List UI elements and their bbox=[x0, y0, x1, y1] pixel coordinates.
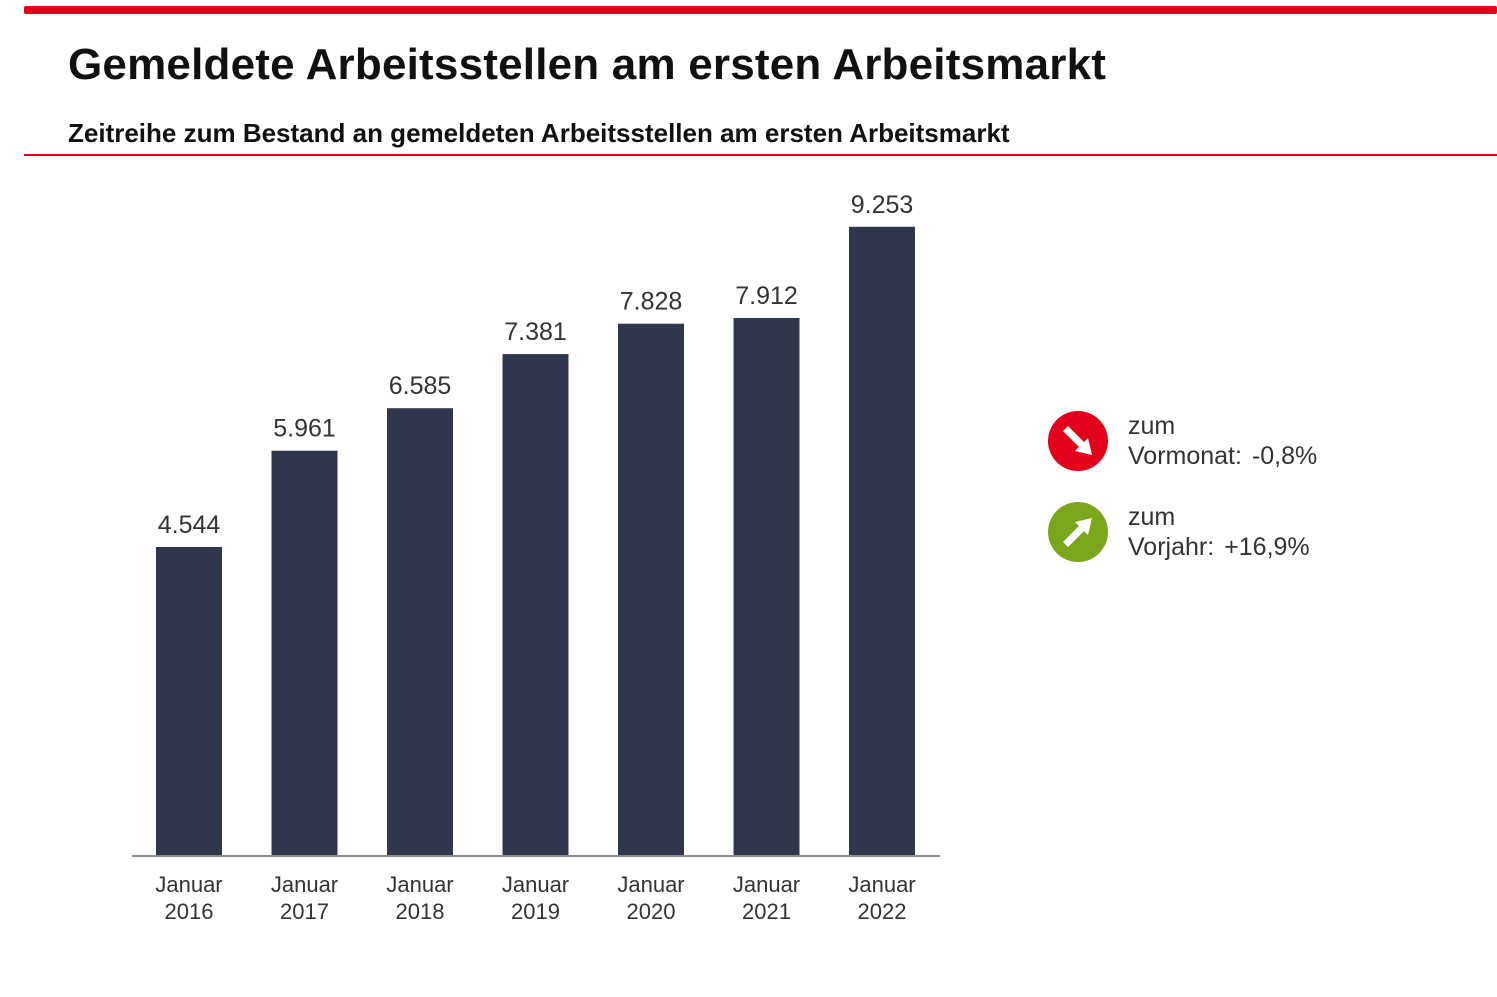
legend-vorjahr: zum Vorjahr: +16,9% bbox=[1046, 500, 1310, 564]
bar bbox=[387, 408, 453, 856]
legend-vorjahr-value: +16,9% bbox=[1224, 533, 1310, 561]
data-label: 4.544 bbox=[158, 511, 221, 539]
data-label: 5.961 bbox=[273, 415, 336, 443]
subtitle-rule bbox=[24, 154, 1497, 156]
legend-vormonat-text: zum Vormonat: -0,8% bbox=[1128, 411, 1317, 471]
data-label: 7.828 bbox=[620, 288, 683, 316]
legend-icon-arrow bbox=[1063, 518, 1092, 547]
x-tick-label: Januar bbox=[155, 872, 222, 897]
data-label: 7.912 bbox=[735, 282, 798, 310]
arrow-down-right-icon bbox=[1048, 411, 1108, 471]
arrow-up-right-icon bbox=[1048, 502, 1108, 562]
x-tick-label: Januar bbox=[733, 872, 800, 897]
x-tick-label: 2018 bbox=[396, 899, 445, 924]
page-title: Gemeldete Arbeitsstellen am ersten Arbei… bbox=[68, 40, 1107, 89]
top-accent-rule bbox=[24, 6, 1497, 14]
data-label: 6.585 bbox=[389, 372, 452, 400]
page-subtitle: Zeitreihe zum Bestand an gemeldeten Arbe… bbox=[68, 118, 1010, 148]
x-tick-label: 2017 bbox=[280, 899, 329, 924]
bar bbox=[271, 450, 338, 856]
legend-vorjahr-line1: zum bbox=[1128, 503, 1176, 531]
legend-vorjahr-line2: Vorjahr: +16,9% bbox=[1128, 532, 1310, 562]
x-tick-label: Januar bbox=[502, 872, 569, 897]
x-tick-label: Januar bbox=[386, 872, 453, 897]
legend-vorjahr-text: zum Vorjahr: +16,9% bbox=[1128, 502, 1310, 562]
bar bbox=[849, 226, 915, 857]
bar bbox=[733, 318, 800, 856]
legend-icon-arrow bbox=[1063, 426, 1092, 455]
data-label: 9.253 bbox=[851, 191, 914, 219]
legend-vormonat-line1: zum bbox=[1128, 412, 1176, 440]
data-label: 7.381 bbox=[504, 318, 567, 346]
x-tick-label: 2022 bbox=[858, 899, 907, 924]
legend-vormonat-value: -0,8% bbox=[1251, 442, 1318, 470]
x-tick-label: 2020 bbox=[627, 899, 676, 924]
x-tick-label: Januar bbox=[271, 872, 338, 897]
bar bbox=[502, 354, 569, 856]
x-tick-label: Januar bbox=[848, 872, 915, 897]
legend-vormonat: zum Vormonat: -0,8% bbox=[1046, 409, 1317, 473]
x-tick-label: 2016 bbox=[165, 899, 214, 924]
legend-vormonat-label: Vormonat: bbox=[1128, 442, 1242, 470]
legend-vormonat-line2: Vormonat: -0,8% bbox=[1128, 441, 1317, 471]
bar bbox=[156, 547, 222, 856]
x-tick-label: Januar bbox=[617, 872, 684, 897]
bar bbox=[618, 323, 684, 856]
x-tick-label: 2021 bbox=[742, 899, 791, 924]
bar-chart: 4.544Januar20165.961Januar20176.585Janua… bbox=[132, 191, 940, 924]
x-tick-label: 2019 bbox=[511, 899, 560, 924]
legend-vorjahr-label: Vorjahr: bbox=[1128, 533, 1215, 561]
